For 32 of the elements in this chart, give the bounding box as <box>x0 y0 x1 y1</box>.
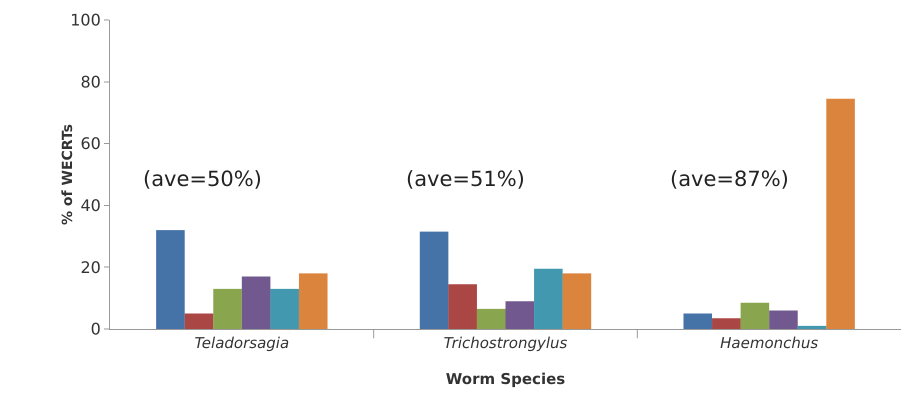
bar <box>298 273 328 329</box>
y-axis-title: % of WECRTs <box>60 124 76 225</box>
x-tick-label: Haemonchus <box>720 334 818 352</box>
bar <box>184 314 214 329</box>
bar <box>769 310 798 329</box>
bar <box>534 268 563 329</box>
annotation: (ave=50%) <box>143 167 262 191</box>
bar <box>798 326 826 329</box>
bar <box>562 273 592 329</box>
bar <box>242 276 270 329</box>
bar <box>270 288 299 329</box>
bar <box>683 314 712 329</box>
y-tick-label: 60 <box>80 134 101 154</box>
y-tick-label: 20 <box>80 258 101 277</box>
bar <box>826 98 855 329</box>
bar <box>506 301 534 329</box>
y-tick-label: 40 <box>80 196 101 215</box>
bar <box>476 308 506 329</box>
y-tick-label: 80 <box>80 72 101 92</box>
bar <box>213 288 242 329</box>
bar <box>712 318 741 329</box>
bar <box>740 302 770 329</box>
x-tick-label: Trichostrongylus <box>444 334 568 352</box>
annotation: (ave=51%) <box>406 167 525 191</box>
y-tick-label: 100 <box>70 10 101 30</box>
x-axis-title: Worm Species <box>446 370 566 388</box>
x-tick-label: Teladorsagia <box>194 334 290 352</box>
bar <box>420 232 448 329</box>
y-tick-label: 0 <box>90 320 101 339</box>
bar <box>156 230 185 329</box>
annotation: (ave=87%) <box>670 167 789 191</box>
bar <box>448 284 477 329</box>
